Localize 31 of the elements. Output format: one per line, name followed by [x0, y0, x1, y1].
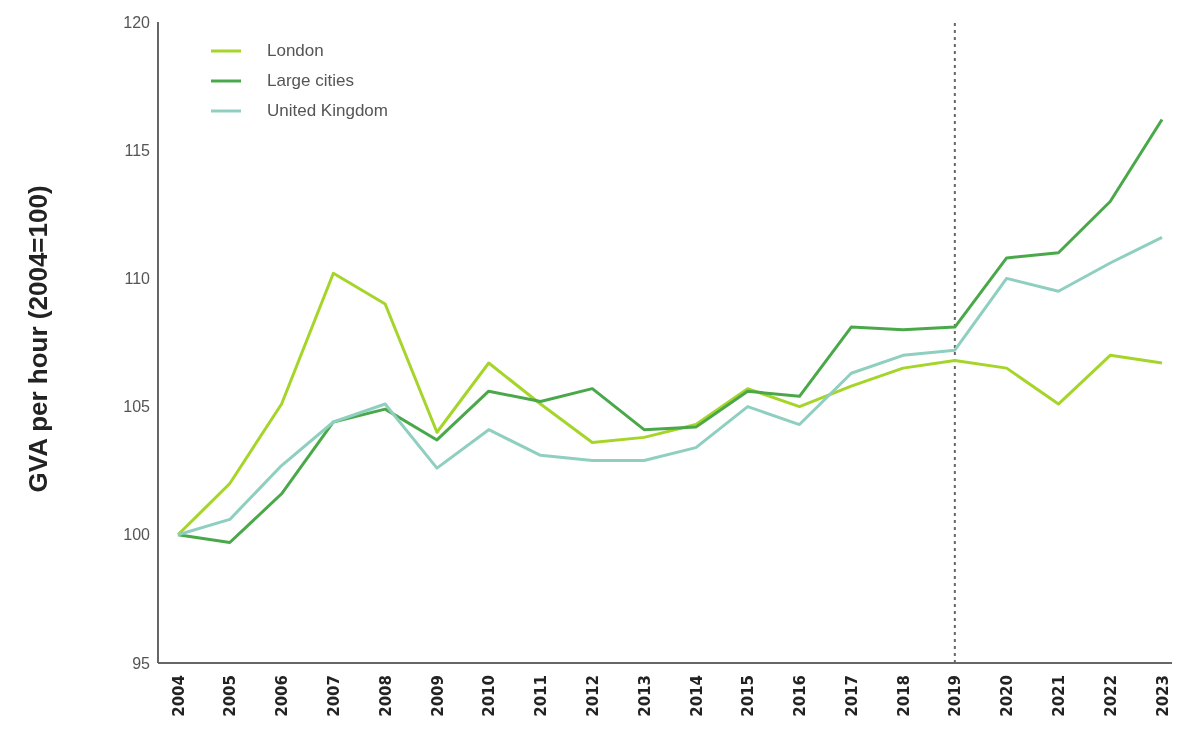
y-tick-label: 100 — [123, 526, 151, 544]
y-tick-label: 105 — [123, 398, 151, 416]
x-tick-label: 2005 — [221, 675, 240, 717]
x-tick-label: 2017 — [842, 675, 861, 717]
x-tick-label: 2004 — [169, 675, 188, 717]
x-tick-label: 2018 — [894, 675, 913, 717]
line-series — [176, 117, 1164, 544]
x-tick-label: 2021 — [1050, 675, 1069, 717]
y-tick-label: 120 — [123, 13, 151, 31]
x-tick-label: 2006 — [273, 675, 292, 717]
x-tick-label: 2015 — [739, 675, 758, 717]
y-axis-title: GVA per hour (2004=100) — [23, 185, 54, 493]
x-tick-label: 2007 — [325, 675, 344, 717]
y-tick-label: 95 — [132, 654, 151, 672]
y-tick-label: 110 — [124, 270, 151, 288]
legend-label: London — [267, 41, 324, 61]
x-tick-label: 2010 — [480, 675, 499, 717]
x-tick-label: 2020 — [998, 675, 1017, 717]
x-tick-label: 2016 — [791, 675, 810, 717]
x-tick-label: 2013 — [635, 675, 654, 717]
legend-label: United Kingdom — [267, 101, 388, 121]
x-tick-label: 2008 — [376, 675, 395, 717]
x-tick-label: 2022 — [1101, 675, 1120, 717]
x-tick-label: 2014 — [687, 675, 706, 717]
x-tick-label: 2023 — [1153, 675, 1172, 717]
x-tick-label: 2009 — [428, 675, 447, 717]
legend-label: Large cities — [267, 71, 354, 91]
y-tick-label: 115 — [124, 141, 151, 159]
x-tick-label: 2012 — [583, 675, 602, 717]
x-tick-label: 2011 — [532, 675, 551, 717]
x-tick-label: 2019 — [946, 675, 965, 717]
